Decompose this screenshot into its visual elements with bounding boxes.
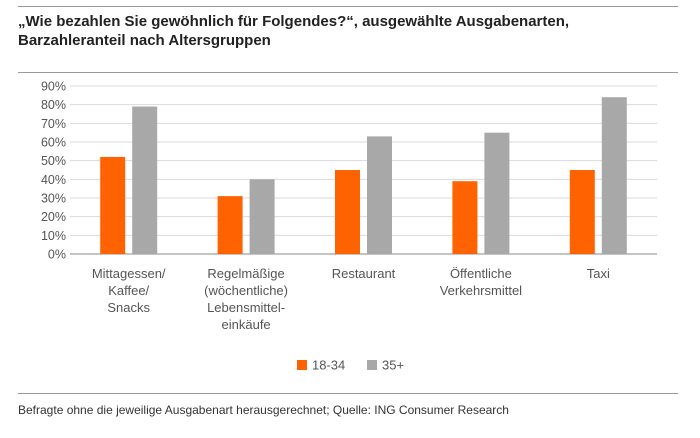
y-tick-label: 40% xyxy=(41,173,66,187)
legend-label-35-plus: 35+ xyxy=(382,358,404,373)
title-divider xyxy=(18,72,678,73)
bar-35-plus xyxy=(367,136,392,254)
legend-swatch-35-plus xyxy=(367,360,377,370)
top-rule xyxy=(18,6,678,7)
x-category-label: Öffentliche Verkehrsmittel xyxy=(440,266,522,298)
y-tick-label: 70% xyxy=(41,117,66,131)
bar-chart: 0% 10% 20% 30% 40% 50% 60% 70% 80% 90% Mittagessen… xyxy=(41,80,657,373)
y-tick-label: 0% xyxy=(48,248,66,262)
chart-title: „Wie bezahlen Sie gewöhnlich für Folgend… xyxy=(18,13,570,49)
x-category-label: Taxi xyxy=(587,266,610,281)
footer-divider xyxy=(18,393,678,394)
y-tick-label: 20% xyxy=(41,210,66,224)
y-tick-label: 30% xyxy=(41,192,66,206)
source-footnote: Befragte ohne die jeweilige Ausgabenart … xyxy=(18,403,509,417)
bar-18-34 xyxy=(452,181,478,254)
bar-35-plus xyxy=(484,132,510,254)
x-category-label: Restaurant xyxy=(332,266,396,281)
x-category-label: Regelmäßige (wöchentliche) Lebensmittel-ei… xyxy=(204,266,288,332)
legend-label-18-34: 18-34 xyxy=(312,358,345,373)
bar-18-34 xyxy=(100,156,126,254)
y-tick-label: 60% xyxy=(41,136,66,150)
bar-35-plus xyxy=(601,97,627,254)
y-tick-label: 50% xyxy=(41,154,66,168)
bar-18-34 xyxy=(569,170,595,254)
y-tick-label: 90% xyxy=(41,80,66,94)
bar-35-plus xyxy=(132,106,158,255)
legend-swatch-18-34 xyxy=(297,360,307,370)
bar-18-34 xyxy=(335,170,360,254)
y-tick-label: 10% xyxy=(41,229,66,243)
bar-18-34 xyxy=(217,196,243,254)
x-category-label: Mittagessen/Kaffee/Snacks xyxy=(92,266,166,315)
bar-35-plus xyxy=(249,179,275,254)
y-tick-label: 80% xyxy=(41,98,66,112)
